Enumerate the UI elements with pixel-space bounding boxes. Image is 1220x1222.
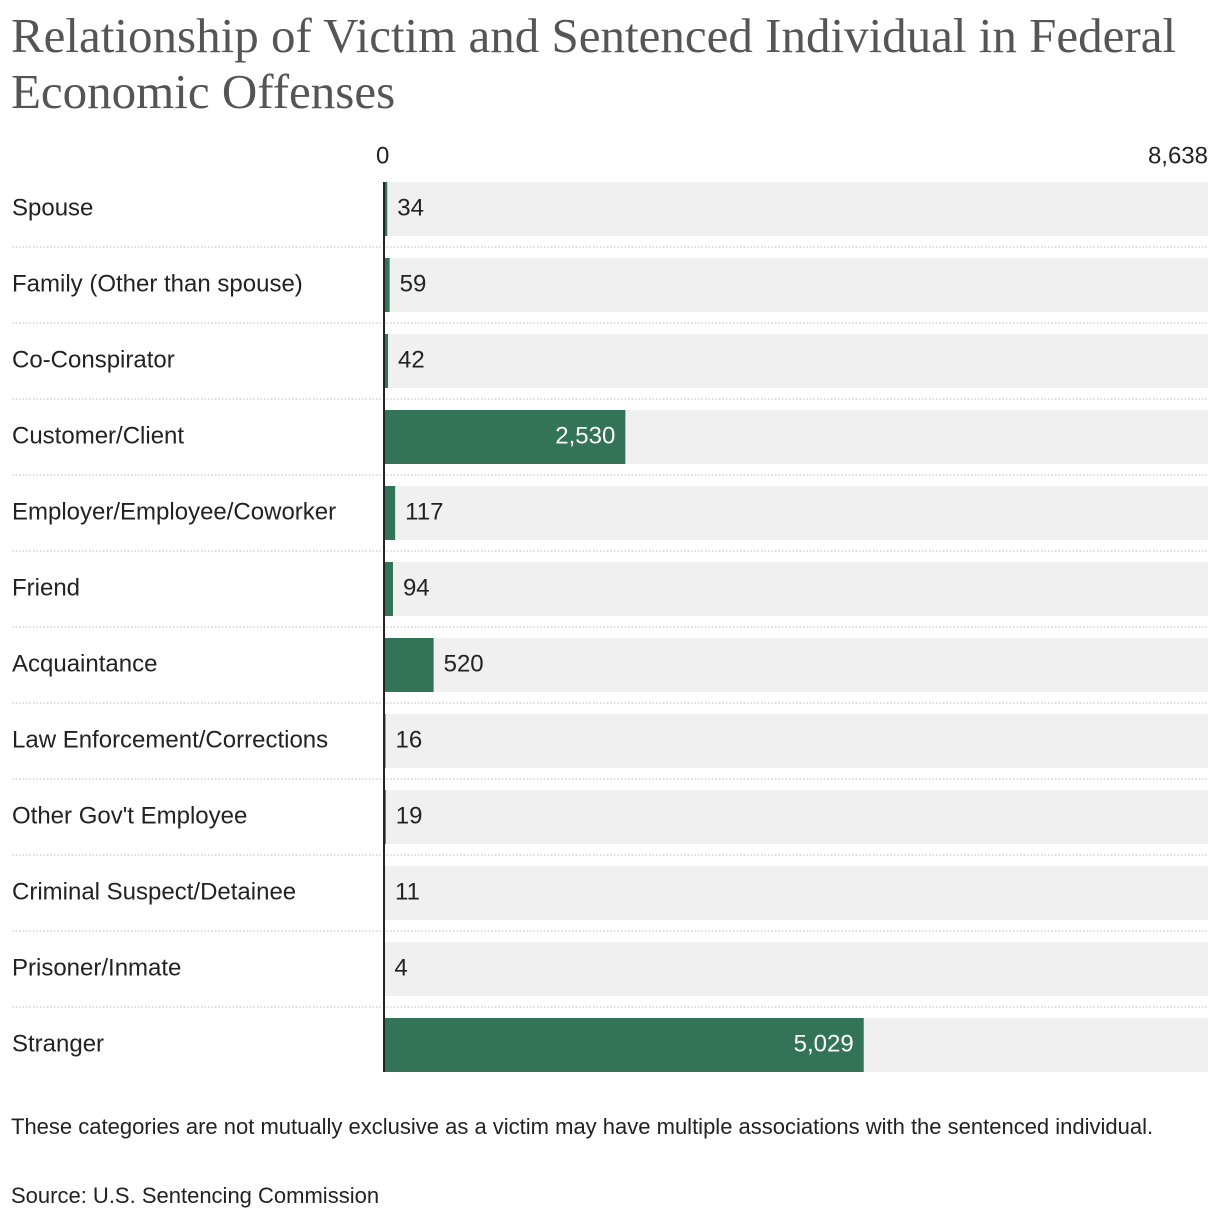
value-label: 11 — [395, 878, 420, 905]
value-label: 59 — [400, 270, 427, 297]
bar-background — [384, 258, 1208, 312]
bar-background — [384, 486, 1208, 540]
bar-background — [384, 790, 1208, 844]
category-label: Other Gov't Employee — [12, 802, 247, 829]
value-label: 16 — [396, 726, 423, 753]
value-label: 42 — [398, 346, 425, 373]
chart-note: These categories are not mutually exclus… — [11, 1114, 1154, 1139]
bar-background — [384, 866, 1208, 920]
category-label: Prisoner/Inmate — [12, 954, 181, 981]
chart-title: Relationship of Victim and Sentenced Ind… — [11, 8, 1177, 119]
category-label: Family (Other than spouse) — [12, 270, 303, 297]
category-label: Employer/Employee/Coworker — [12, 498, 336, 525]
chart: 0 8,638 Spouse 34 Family (Other than spouse)… — [12, 142, 1208, 1072]
bar-background — [384, 182, 1208, 236]
value-label: 2,530 — [555, 422, 615, 449]
bar — [384, 562, 393, 616]
category-label: Law Enforcement/Corrections — [12, 726, 328, 753]
bar-background — [384, 714, 1208, 768]
bar — [384, 638, 434, 692]
value-label: 19 — [396, 802, 423, 829]
bar-background — [384, 942, 1208, 996]
x-tick-label: 0 — [376, 142, 389, 169]
x-tick-label: 8,638 — [1148, 142, 1208, 169]
value-label: 520 — [444, 650, 484, 677]
bar — [384, 486, 396, 540]
value-label: 5,029 — [794, 1030, 854, 1057]
bar — [384, 410, 626, 464]
chart-source: Source: U.S. Sentencing Commission — [11, 1183, 380, 1208]
category-label: Spouse — [12, 194, 93, 221]
bar-background — [384, 334, 1208, 388]
category-label: Customer/Client — [12, 422, 184, 449]
value-label: 94 — [403, 574, 430, 601]
bar — [384, 334, 389, 388]
category-label: Acquaintance — [12, 650, 157, 677]
bar-background — [384, 562, 1208, 616]
category-label: Friend — [12, 574, 80, 601]
category-label: Criminal Suspect/Detainee — [12, 878, 296, 905]
bar — [384, 182, 388, 236]
bar — [384, 258, 390, 312]
value-label: 4 — [394, 954, 407, 981]
value-label: 34 — [397, 194, 424, 221]
bar — [384, 1018, 864, 1072]
category-label: Stranger — [12, 1030, 104, 1057]
value-label: 117 — [405, 498, 443, 525]
bar-background — [384, 638, 1208, 692]
category-label: Co-Conspirator — [12, 346, 175, 373]
